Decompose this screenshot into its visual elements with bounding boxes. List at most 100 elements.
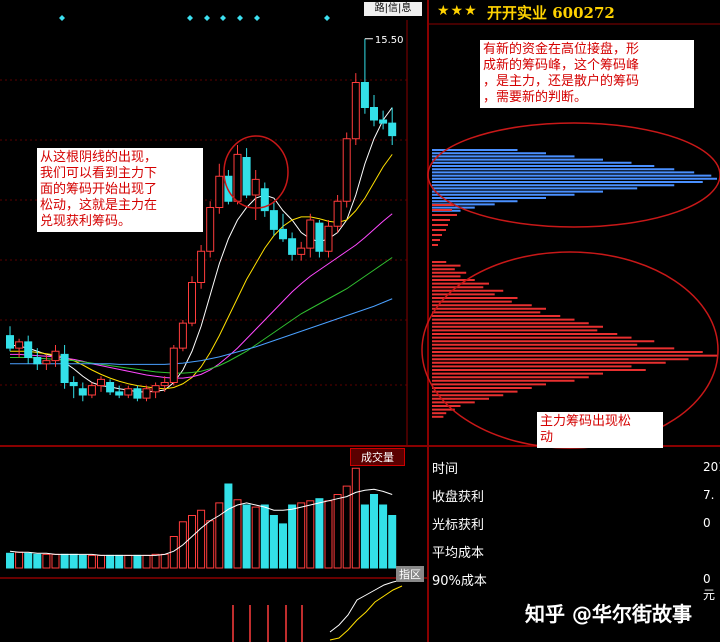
volume-bar [224,483,233,569]
volume-bar [388,515,397,569]
volume-bar [133,554,142,569]
candle-body [42,360,51,365]
candle-body [215,175,224,208]
candle-body [315,222,324,252]
volume-bar [87,554,96,569]
volume-bar [351,467,360,569]
candle-body [333,200,342,227]
candle-body [360,82,369,108]
volume-bar [188,515,196,569]
volume-tag[interactable]: 成交量 [350,448,405,466]
volume-bar [269,515,278,569]
candle-body [288,238,297,255]
candle-body [124,388,133,396]
candle-body [33,357,42,365]
candle-body [133,388,142,399]
candle-body [15,341,24,349]
volume-bar [51,553,60,569]
volume-bar [33,553,42,569]
volume-bar [306,500,315,569]
volume-bar [124,554,133,569]
volume-bar [360,504,369,569]
candle-body [169,347,178,383]
candle-body [206,207,215,252]
candle-body [69,382,78,387]
event-marker-5 [254,15,260,21]
chip-row-value: 0 [703,516,711,530]
volume-bar [97,554,105,569]
rating-stars: ★★★ [437,3,478,19]
candle-body [60,353,69,383]
volume-bar [160,553,169,569]
chip-row-label: 光标获利 [432,518,485,533]
candle-body [388,122,397,137]
volume-bar [242,504,251,569]
volume-bar [142,554,151,569]
volume-bar [251,506,260,569]
indicator-tag[interactable]: 指区 [396,566,424,582]
volume-bar [215,502,224,569]
candle-body [324,225,333,252]
highlight-ring [223,135,289,209]
chip-row-label: 收盘获利 [432,490,485,505]
volume-bar [6,552,14,569]
volume-bar [206,520,215,569]
indicator-line-2 [329,585,403,641]
volume-bar [315,498,324,569]
annotation-top-right: 有新的资金在高位接盘，形 成新的筹码峰，这个筹码峰 ，是主力，还是散户的筹码 ，… [480,40,694,108]
candle-body [197,250,206,283]
volume-bar [297,502,306,569]
indicator-line-1 [329,579,403,633]
candle-body [97,378,105,387]
volume-bar [233,499,242,569]
volume-bar [324,500,333,569]
candle-body [233,153,242,202]
chip-row-value: 7. [703,488,715,502]
candle-body [242,157,251,196]
volume-bar [260,504,269,569]
candle-body [24,341,33,358]
candle-body [87,385,96,396]
candle-body [306,219,315,249]
chip-row-label: 平均成本 [432,546,485,561]
candle-body [370,107,378,121]
volume-bar [279,523,287,569]
event-marker-0 [59,15,65,21]
chip-row-label: 时间 [432,462,459,477]
volume-bar [24,552,33,569]
chip-row-value: 201 [703,460,720,474]
watermark: 知乎 @华尔街故事 [525,602,692,626]
volume-bar [15,551,24,569]
event-marker-3 [220,15,226,21]
volume-bar [379,504,388,569]
candle-body [115,391,124,396]
event-marker-4 [237,15,243,21]
candle-body [279,228,287,240]
candle-body [188,282,196,324]
volume-bar [69,553,78,569]
volume-bar [60,553,69,569]
volume-bar [42,553,51,569]
candle-body [178,322,187,349]
ma-line-ma30 [10,257,393,374]
annotation-bottom-right: 主力筹码出现松 动 [537,412,663,448]
volume-bar [115,554,124,569]
chip-row-value: 0元 [703,572,716,602]
toolbar-badges[interactable]: 路|信|息 [364,2,422,16]
candle-body [379,119,388,124]
candle-body [51,350,60,362]
event-marker-6 [324,15,330,21]
event-marker-1 [187,15,193,21]
candle-body [260,188,269,212]
chip-row-label: 90%成本 [432,574,487,589]
candle-body [297,247,306,255]
candle-body [106,382,115,393]
max-price-label: 15.50 [375,35,404,46]
candle-body [342,138,351,202]
volume-bar [342,485,351,569]
volume-bar [151,553,160,569]
volume-ma-line [9,488,393,556]
candle-body [142,388,151,399]
ma-line-ma60 [10,298,393,365]
